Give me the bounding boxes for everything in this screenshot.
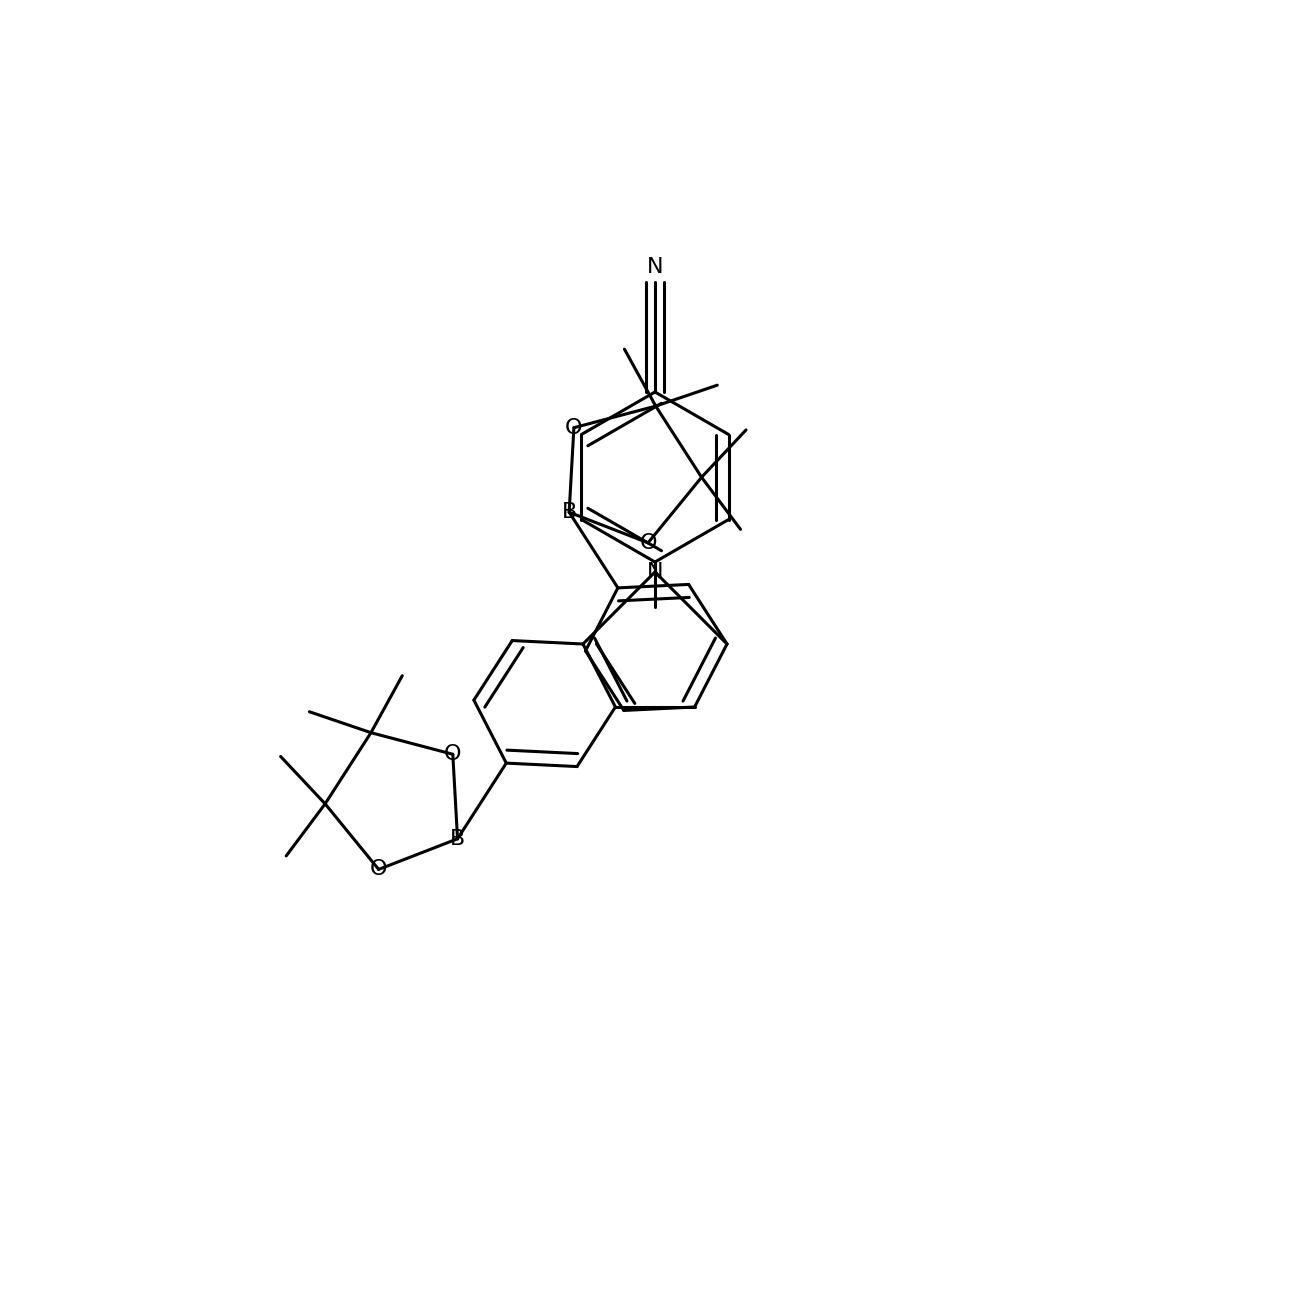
Text: N: N <box>647 562 663 583</box>
Text: B: B <box>562 502 576 522</box>
Text: O: O <box>639 533 656 552</box>
Text: O: O <box>565 417 583 438</box>
Text: O: O <box>444 744 461 765</box>
Text: N: N <box>647 257 663 277</box>
Text: B: B <box>449 829 465 849</box>
Text: O: O <box>369 859 388 879</box>
